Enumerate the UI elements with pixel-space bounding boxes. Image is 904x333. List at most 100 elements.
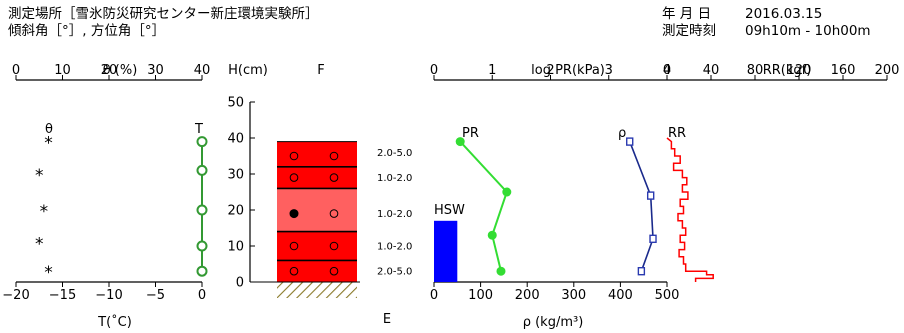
rr-axis-tick-label: 200 bbox=[875, 63, 900, 78]
grain-size-label: 1.0-2.0 bbox=[377, 209, 412, 220]
temperature-axis-tick-label: 0 bbox=[198, 288, 206, 303]
pr-axis-title: log PR(kPa) bbox=[531, 63, 605, 78]
rr-series-label: RR bbox=[668, 126, 686, 141]
grain-mark-filled bbox=[289, 209, 299, 219]
theta-temperature-panel: 0 10 20 30 40 −20 −15 −10 −5 0 θ (%) T(˚C) θ T *… bbox=[2, 63, 210, 330]
theta-axis-title: θ (%) bbox=[103, 63, 138, 78]
grain-size-label: 1.0-2.0 bbox=[377, 173, 412, 184]
height-tick-label: 40 bbox=[227, 132, 244, 147]
height-tick-label: 0 bbox=[236, 276, 244, 291]
temperature-axis-tick-label: −5 bbox=[146, 288, 165, 303]
theta-axis-tick-label: 10 bbox=[54, 63, 71, 78]
density-axis-tick-label: 500 bbox=[655, 288, 680, 303]
temperature-point bbox=[196, 204, 208, 216]
pr-axis-tick-label: 1 bbox=[488, 63, 496, 78]
time-value: 09h10m - 10h00m bbox=[745, 23, 871, 39]
date-label: 年 月 日 bbox=[662, 6, 712, 22]
density-axis-tick-label: 100 bbox=[468, 288, 493, 303]
rr-axis-tick-label: 160 bbox=[831, 63, 856, 78]
grain-mark-open bbox=[289, 151, 299, 161]
height-axis-title: H(cm) bbox=[228, 63, 268, 78]
theta-series-label: θ bbox=[45, 122, 53, 137]
height-tick-label: 10 bbox=[227, 240, 244, 255]
temperature-point bbox=[196, 265, 208, 277]
density-pr-panel: 0 1 2 3 4 0 100 200 300 400 500 log PR(kPa) ρ (kg… bbox=[430, 63, 680, 330]
snow-profile-panel: 0 10 20 30 40 50 H(cm) F E 2.0-5.0 1.0-2.0 1.0-… bbox=[227, 63, 412, 327]
grain-size-label: 2.0-5.0 bbox=[377, 148, 412, 159]
grain-mark-open bbox=[329, 173, 339, 182]
pr-point bbox=[502, 187, 512, 197]
temperature-axis-tick-label: −20 bbox=[2, 288, 29, 303]
density-point bbox=[626, 137, 634, 146]
grain-mark-open bbox=[289, 241, 299, 251]
theta-axis-tick-label: 20 bbox=[101, 63, 118, 78]
snow-layer bbox=[277, 260, 357, 282]
pr-series-label: PR bbox=[462, 126, 479, 141]
snow-layer bbox=[277, 188, 357, 232]
grain-mark-open bbox=[329, 241, 339, 251]
density-axis-tick-label: 300 bbox=[561, 288, 586, 303]
snow-layer bbox=[277, 141, 357, 167]
temperature-axis-title: T(˚C) bbox=[97, 314, 132, 330]
grain-mark-open bbox=[329, 266, 339, 276]
time-label: 測定時刻 bbox=[662, 23, 716, 39]
profile-top-label: F bbox=[317, 63, 324, 78]
density-axis-tick-label: 400 bbox=[608, 288, 633, 303]
pr-point bbox=[455, 137, 465, 147]
height-tick-label: 30 bbox=[227, 168, 244, 183]
height-tick-label: 20 bbox=[227, 204, 244, 219]
hsw-label: HSW bbox=[434, 203, 465, 218]
rr-axis-tick-label: 120 bbox=[787, 63, 812, 78]
hsw-bar bbox=[434, 220, 458, 282]
rr-profile-line bbox=[666, 137, 714, 282]
theta-axis-tick-label: 0 bbox=[12, 63, 20, 78]
grain-mark-open bbox=[289, 173, 299, 182]
density-axis-tick-label: 200 bbox=[515, 288, 540, 303]
rr-panel: 0 40 80 120 160 200 RR(kgf) RR bbox=[663, 63, 900, 282]
density-line bbox=[628, 141, 654, 272]
grain-mark-open bbox=[289, 266, 299, 276]
snow-layer bbox=[277, 166, 357, 189]
theta-point: * bbox=[35, 234, 44, 254]
snow-layer bbox=[277, 231, 357, 261]
temperature-axis-tick-label: −10 bbox=[95, 288, 122, 303]
theta-point: * bbox=[35, 166, 44, 186]
pr-axis-tick-label: 2 bbox=[546, 63, 554, 78]
rr-axis-tick-label: 80 bbox=[747, 63, 764, 78]
temperature-axis-tick-label: −15 bbox=[49, 288, 76, 303]
profile-bottom-label: E bbox=[383, 312, 391, 327]
temperature-series-label: T bbox=[194, 122, 203, 137]
pr-axis-tick-label: 0 bbox=[430, 63, 438, 78]
temperature-point bbox=[196, 136, 208, 148]
theta-point: * bbox=[44, 263, 53, 283]
theta-point: * bbox=[40, 202, 49, 222]
density-point bbox=[649, 234, 657, 244]
grain-mark-open bbox=[329, 151, 339, 161]
density-point bbox=[646, 191, 655, 200]
theta-axis-tick-label: 40 bbox=[194, 63, 211, 78]
density-series-label: ρ bbox=[618, 126, 626, 141]
pr-axis-tick-label: 4 bbox=[663, 63, 671, 78]
grain-size-label: 2.0-5.0 bbox=[377, 267, 412, 278]
density-point bbox=[637, 267, 646, 276]
pr-point bbox=[487, 230, 497, 240]
pr-axis-tick-label: 3 bbox=[605, 63, 613, 78]
pr-point bbox=[496, 266, 506, 276]
theta-point: * bbox=[44, 134, 53, 154]
rr-axis-tick-label: 40 bbox=[703, 63, 720, 78]
pr-line bbox=[459, 140, 508, 272]
angles-label: 傾斜角［°］, 方位角［°］ bbox=[8, 23, 166, 39]
rr-axis-tick-label: 0 bbox=[663, 63, 671, 78]
theta-axis-tick-label: 30 bbox=[147, 63, 164, 78]
date-value: 2016.03.15 bbox=[745, 6, 823, 22]
density-axis-title: ρ (kg/m³) bbox=[523, 315, 584, 330]
height-tick-label: 50 bbox=[227, 96, 244, 111]
rr-axis-title: RR(kgf) bbox=[763, 63, 812, 78]
density-axis-tick-label: 0 bbox=[430, 288, 438, 303]
ground-hatch bbox=[277, 282, 357, 298]
temperature-point bbox=[196, 164, 208, 176]
grain-mark-open bbox=[329, 209, 339, 218]
location-label: 測定場所［雪氷防災研究センター新庄環境実験所］ bbox=[8, 6, 319, 22]
temperature-point bbox=[196, 240, 208, 252]
grain-size-label: 1.0-2.0 bbox=[377, 242, 412, 253]
